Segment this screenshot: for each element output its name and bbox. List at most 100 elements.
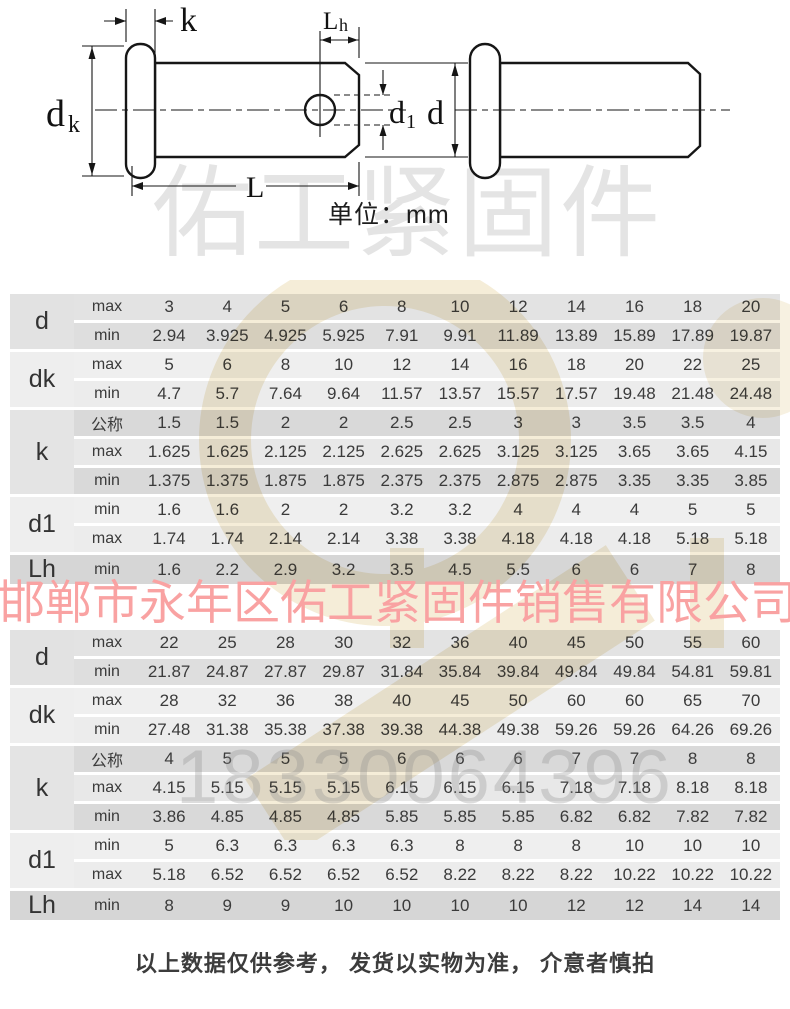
spec-value-cell: 14 — [721, 891, 780, 920]
row-group-label: d — [10, 630, 74, 685]
row-sub-label: max — [74, 630, 140, 656]
spec-value-cell: 8 — [721, 555, 780, 584]
spec-value-cell: 4.18 — [605, 526, 664, 552]
row-sub-label: 公称 — [74, 746, 140, 772]
spec-value-cell: 55 — [663, 630, 722, 656]
row-group-label: dk — [10, 352, 74, 407]
row-group-label: dk — [10, 688, 74, 743]
dim-label-d1-base: d — [389, 94, 405, 130]
spec-value-cell: 24.48 — [721, 381, 780, 407]
spec-value-cell: 4 — [198, 294, 257, 320]
spec-value-cell: 2.125 — [314, 439, 373, 465]
dim-label-L: L — [246, 171, 264, 204]
spec-value-cell: 40 — [489, 630, 548, 656]
spec-value-cell: 6.3 — [314, 833, 373, 859]
spec-value-cell: 6.52 — [372, 862, 431, 888]
spec-value-cell: 45 — [430, 688, 490, 714]
spec-value-cell: 3.2 — [372, 497, 431, 523]
spec-value-cell: 70 — [721, 688, 780, 714]
unit-label: 单位：mm — [328, 201, 450, 229]
spec-row: k 公称 1.5 1.5 2 2 2.5 2.5 3 3 3.5 3.5 4 — [10, 410, 780, 494]
spec-row: max 1.74 1.74 2.14 2.14 3.38 3.38 4.18 4.18 4.18 5… — [10, 526, 780, 552]
spec-value-cell: 20 — [605, 352, 664, 378]
row-sub-label: min — [74, 891, 140, 920]
spec-value-cell: 50 — [489, 688, 548, 714]
spec-value-cell: 4.7 — [140, 381, 199, 407]
spec-value-cell: 35.84 — [430, 659, 490, 685]
spec-value-cell: 5 — [663, 497, 722, 523]
spec-value-cell: 1.74 — [140, 526, 199, 552]
row-sub-label: min — [74, 323, 140, 349]
row-group-label: k — [10, 410, 74, 494]
spec-value-cell: 4.15 — [721, 439, 780, 465]
phone-watermark: 18330064396 — [176, 735, 674, 820]
spec-value-cell: 3.125 — [489, 439, 548, 465]
spec-value-cell: 27.48 — [140, 717, 199, 743]
spec-value-cell: 6 — [198, 352, 257, 378]
row-sub-label: max — [74, 775, 140, 801]
spec-value-cell: 14 — [663, 891, 722, 920]
spec-value-cell: 36 — [430, 630, 490, 656]
row-group-label: d1 — [10, 497, 74, 552]
spec-row: dk max 28 32 36 38 40 45 50 60 60 65 70 — [10, 688, 780, 743]
spec-value-cell: 19.87 — [721, 323, 780, 349]
spec-value-cell: 1.625 — [140, 439, 199, 465]
spec-value-cell: 5.18 — [663, 526, 722, 552]
spec-row: dk max 5 6 8 10 12 14 16 18 20 22 25 — [10, 352, 780, 407]
spec-value-cell: 6 — [314, 294, 373, 320]
spec-value-cell: 17.89 — [663, 323, 722, 349]
spec-value-cell: 2.94 — [140, 323, 199, 349]
spec-value-cell: 12 — [372, 352, 431, 378]
spec-value-cell: 8 — [430, 833, 490, 859]
spec-value-cell: 25 — [721, 352, 780, 378]
spec-value-cell: 5 — [140, 352, 199, 378]
spec-value-cell: 32 — [198, 688, 257, 714]
spec-value-cell: 3.5 — [605, 410, 664, 436]
spec-value-cell: 5.18 — [140, 862, 199, 888]
spec-value-cell: 8.22 — [430, 862, 490, 888]
spec-value-cell: 10 — [663, 833, 722, 859]
spec-value-cell: 4 — [605, 497, 664, 523]
spec-value-cell: 8.18 — [721, 775, 780, 801]
spec-value-cell: 10 — [372, 891, 431, 920]
row-sub-label: min — [74, 555, 140, 584]
spec-value-cell: 27.87 — [256, 659, 315, 685]
spec-value-cell: 8.22 — [547, 862, 606, 888]
spec-value-cell: 7.91 — [372, 323, 431, 349]
spec-value-cell: 11.57 — [372, 381, 431, 407]
row-sub-label: min — [74, 717, 140, 743]
spec-row: Lh min 8 9 9 10 10 10 10 12 12 14 14 — [10, 891, 780, 920]
spec-row: d max 3 4 5 6 8 10 12 14 16 18 20 — [10, 294, 780, 349]
spec-value-cell: 13.89 — [547, 323, 606, 349]
row-group-label: d1 — [10, 833, 74, 888]
spec-value-cell: 8 — [140, 891, 199, 920]
pin2-head — [468, 42, 502, 180]
spec-value-cell: 49.84 — [547, 659, 606, 685]
spec-value-cell: 39.84 — [489, 659, 548, 685]
dk-extension-lines — [82, 45, 124, 177]
spec-value-cell: 20 — [721, 294, 780, 320]
dim-label-lh-base: L — [323, 8, 338, 35]
brand-watermark: 佑工紧固件 — [152, 158, 662, 270]
spec-table-small-sizes: d max 3 4 5 6 8 10 12 14 16 18 20 min 2.94 3.925 4.925 5.… — [10, 291, 780, 587]
spec-value-cell: 2.875 — [547, 468, 606, 494]
spec-value-cell: 8 — [721, 746, 780, 772]
spec-value-cell: 4 — [547, 497, 606, 523]
row-sub-label: max — [74, 352, 140, 378]
spec-value-cell: 1.875 — [314, 468, 373, 494]
spec-row: d1 min 1.6 1.6 2 2 3.2 3.2 4 4 4 5 5 — [10, 497, 780, 552]
spec-value-cell: 24.87 — [198, 659, 257, 685]
spec-value-cell: 17.57 — [547, 381, 606, 407]
spec-value-cell: 3.65 — [605, 439, 664, 465]
spec-value-cell: 3.86 — [140, 804, 199, 830]
spec-value-cell: 4.18 — [489, 526, 548, 552]
spec-value-cell: 49.84 — [605, 659, 664, 685]
spec-value-cell: 3.925 — [198, 323, 257, 349]
dimension-arrowheads — [88, 17, 459, 190]
spec-value-cell: 15.89 — [605, 323, 664, 349]
spec-value-cell: 10.22 — [663, 862, 722, 888]
row-sub-label: min — [74, 659, 140, 685]
spec-value-cell: 2 — [256, 497, 315, 523]
spec-value-cell: 6.3 — [256, 833, 315, 859]
dim-label-dk-base: d — [46, 93, 65, 135]
